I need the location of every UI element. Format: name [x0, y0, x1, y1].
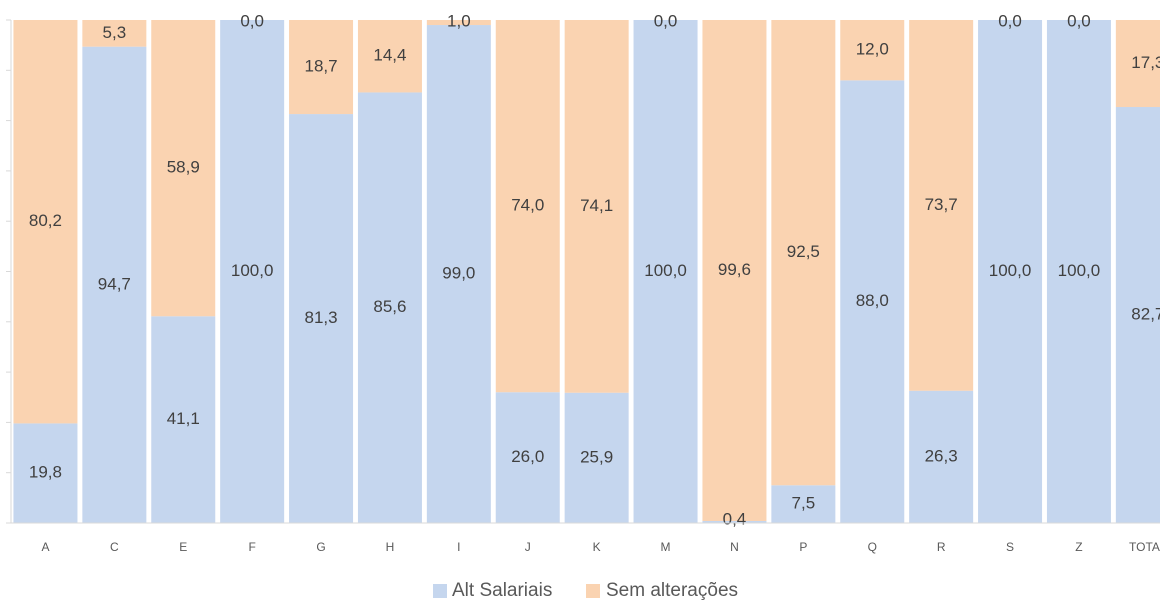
data-label-alt-salariais: 82,7 [1131, 304, 1160, 323]
data-label-alt-salariais: 100,0 [989, 261, 1032, 280]
bar-sem-alteracoes-r [909, 20, 974, 391]
bar-alt-salariais-z [1046, 20, 1111, 523]
data-label-alt-salariais: 94,7 [98, 274, 131, 293]
bar-sem-alteracoes-g [289, 20, 354, 115]
bar-sem-alteracoes-total [1115, 20, 1160, 108]
bar-alt-salariais-f [220, 20, 285, 523]
bar-alt-salariais-i [426, 25, 491, 524]
bar-sem-alteracoes-e [151, 20, 216, 317]
bar-alt-salariais-m [633, 20, 698, 523]
data-label-alt-salariais: 25,9 [580, 447, 613, 466]
x-tick-label: E [179, 540, 187, 554]
bar-alt-salariais-p [771, 485, 836, 523]
data-label-sem-alteracoes: 0,0 [1067, 11, 1091, 30]
x-tick-label: C [110, 540, 119, 554]
data-label-sem-alteracoes: 74,1 [580, 196, 613, 215]
x-tick-label: M [661, 540, 671, 554]
data-label-sem-alteracoes: 18,7 [305, 57, 338, 76]
bar-alt-salariais-j [495, 392, 560, 523]
data-label-sem-alteracoes: 73,7 [925, 195, 958, 214]
legend-label-sem-alteracoes: Sem alterações [606, 580, 738, 601]
bar-alt-salariais-k [564, 392, 629, 523]
data-label-sem-alteracoes: 58,9 [167, 158, 200, 177]
legend-swatch-sem-alteracoes [586, 584, 600, 598]
bar-alt-salariais-a [13, 423, 78, 523]
x-tick-label: S [1006, 540, 1014, 554]
bar-alt-salariais-h [357, 92, 422, 523]
x-tick-label: J [525, 540, 531, 554]
data-label-alt-salariais: 99,0 [442, 263, 475, 282]
bar-sem-alteracoes-p [771, 20, 836, 486]
bar-sem-alteracoes-j [495, 20, 560, 393]
bar-alt-salariais-n [702, 520, 767, 523]
bar-alt-salariais-c [82, 46, 147, 524]
bar-sem-alteracoes-h [357, 20, 422, 93]
bar-alt-salariais-e [151, 316, 216, 523]
x-tick-label: R [937, 540, 946, 554]
bar-alt-salariais-r [909, 390, 974, 523]
x-tick-label: I [457, 540, 460, 554]
data-label-alt-salariais: 100,0 [231, 261, 274, 280]
y-axis [6, 19, 12, 524]
legend-label-alt-salariais: Alt Salariais [452, 580, 552, 601]
bar-alt-salariais-g [289, 114, 354, 523]
legend-swatch-alt-salariais [433, 584, 447, 598]
x-tick-label: Q [868, 540, 877, 554]
data-label-alt-salariais: 26,0 [511, 447, 544, 466]
data-label-sem-alteracoes: 92,5 [787, 242, 820, 261]
x-tick-label: P [799, 540, 807, 554]
x-tick-label: Z [1075, 540, 1082, 554]
data-label-alt-salariais: 85,6 [373, 297, 406, 316]
x-tick-label: A [41, 540, 49, 554]
bar-sem-alteracoes-q [840, 20, 905, 81]
data-label-alt-salariais: 100,0 [1058, 261, 1101, 280]
bar-sem-alteracoes-i [426, 20, 491, 26]
bar-alt-salariais-total [1115, 107, 1160, 524]
data-label-sem-alteracoes: 14,4 [373, 46, 406, 65]
data-label-alt-salariais: 100,0 [644, 261, 687, 280]
x-tick-label: TOTAL [1129, 540, 1160, 554]
x-tick-label: K [593, 540, 601, 554]
bar-sem-alteracoes-k [564, 20, 629, 393]
x-tick-label: N [730, 540, 739, 554]
data-label-sem-alteracoes: 0,0 [240, 11, 264, 30]
data-label-alt-salariais: 0,4 [723, 509, 747, 528]
bar-alt-salariais-q [840, 80, 905, 524]
bar-alt-salariais-s [978, 20, 1043, 523]
data-label-sem-alteracoes: 5,3 [103, 23, 127, 42]
data-label-alt-salariais: 41,1 [167, 409, 200, 428]
x-axis: A C E F G H I J K M N P Q R S Z TOTAL [6, 522, 1160, 554]
data-label-sem-alteracoes: 74,0 [511, 196, 544, 215]
data-label-alt-salariais: 81,3 [305, 308, 338, 327]
data-label-sem-alteracoes: 17,3 [1131, 53, 1160, 72]
data-label-sem-alteracoes: 12,0 [856, 40, 889, 59]
x-tick-label: F [248, 540, 255, 554]
data-label-alt-salariais: 26,3 [925, 446, 958, 465]
x-tick-label: G [316, 540, 325, 554]
legend: Alt Salariais Sem alterações [433, 580, 738, 601]
bar-sem-alteracoes-n [702, 20, 767, 521]
data-label-alt-salariais: 19,8 [29, 463, 62, 482]
x-tick-label: H [386, 540, 395, 554]
data-label-sem-alteracoes: 0,0 [654, 11, 678, 30]
data-label-alt-salariais: 88,0 [856, 291, 889, 310]
plot-area: 19,8 80,2 94,7 5,3 41,1 58,9 100,0 0,0 81,3 18,7 8… [13, 11, 1160, 528]
data-label-sem-alteracoes: 99,6 [718, 260, 751, 279]
data-label-sem-alteracoes: 1,0 [447, 11, 471, 30]
data-label-alt-salariais: 7,5 [792, 494, 816, 513]
bar-sem-alteracoes-a [13, 20, 78, 424]
data-label-sem-alteracoes: 0,0 [998, 11, 1022, 30]
bar-sem-alteracoes-c [82, 20, 147, 47]
data-label-sem-alteracoes: 80,2 [29, 211, 62, 230]
